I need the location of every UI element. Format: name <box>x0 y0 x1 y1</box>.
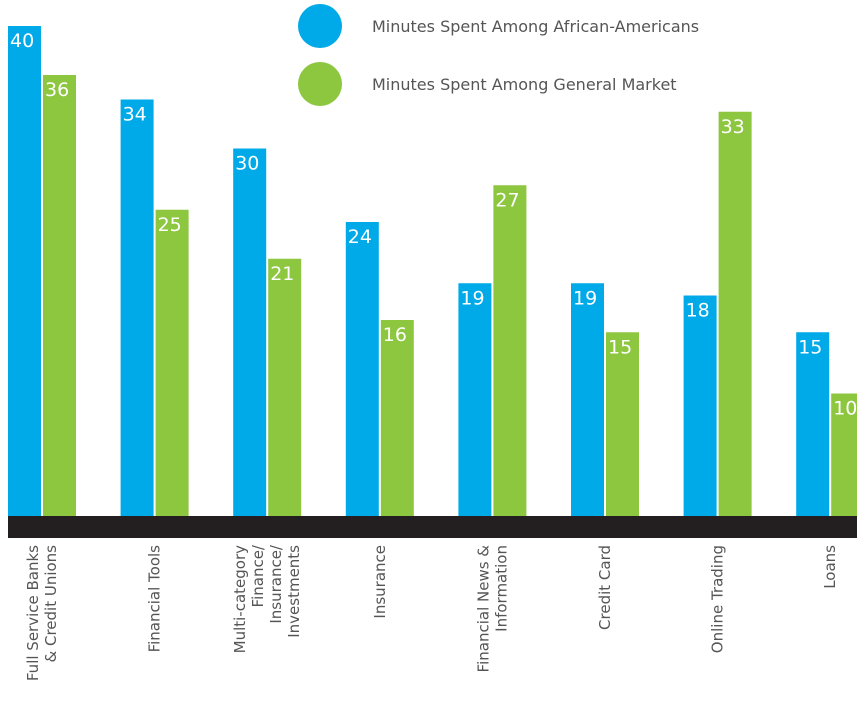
category-label-3: Multi-categoryFinance/Insurance/Investme… <box>231 544 303 653</box>
category-label-line: & Credit Unions <box>42 545 60 663</box>
baseline-band <box>8 516 857 538</box>
category-label-line: Credit Card <box>596 545 614 630</box>
category-labels: Full Service Banks& Credit Unions Financi… <box>24 544 839 681</box>
category-label-line: Insurance/ <box>267 544 285 624</box>
bar-general-market-1 <box>43 75 76 516</box>
data-label-2-4: 16 <box>383 324 407 346</box>
bar-african-americans-4 <box>345 222 379 516</box>
category-label-line: Online Trading <box>709 545 727 653</box>
category-label-7: Online Trading <box>709 545 727 653</box>
category-label-line: Financial Tools <box>146 545 164 653</box>
category-label-8: Loans <box>821 545 839 589</box>
data-label-1-7: 18 <box>686 300 710 322</box>
x-axis-baseline <box>8 516 857 538</box>
data-label-1-1: 40 <box>10 30 34 52</box>
category-label-line: Multi-category <box>231 545 249 653</box>
data-label-2-1: 36 <box>45 79 69 101</box>
category-label-line: Loans <box>821 545 839 589</box>
bar-general-market-5 <box>493 185 527 516</box>
data-label-1-4: 24 <box>348 226 372 248</box>
bar-african-americans-2 <box>120 99 154 516</box>
legend-swatch-1 <box>298 4 342 48</box>
category-label-line: Information <box>492 545 510 632</box>
bar-general-market-2 <box>155 209 189 516</box>
bar-african-americans-7 <box>683 295 717 516</box>
bar-african-americans-1 <box>8 26 41 516</box>
data-label-1-8: 15 <box>798 336 822 358</box>
category-label-line: Full Service Banks <box>24 545 42 681</box>
data-label-2-8: 10 <box>833 398 857 420</box>
data-label-1-2: 34 <box>123 104 147 126</box>
category-label-6: Credit Card <box>596 545 614 630</box>
category-label-line: Insurance <box>371 545 389 619</box>
category-label-2: Financial Tools <box>146 545 164 653</box>
bar-general-market-4 <box>380 320 414 516</box>
data-label-1-6: 19 <box>573 287 597 309</box>
legend-swatch-2 <box>298 62 342 106</box>
bar-african-americans-3 <box>233 148 267 516</box>
bars-group: 40 36 34 25 30 21 24 16 19 27 19 15 18 33 15 10 <box>8 26 857 516</box>
data-label-1-3: 30 <box>235 153 259 175</box>
bar-general-market-7 <box>718 111 752 516</box>
category-label-1: Full Service Banks& Credit Unions <box>24 545 60 681</box>
data-label-1-5: 19 <box>460 287 484 309</box>
category-label-line: Finance/ <box>249 544 267 607</box>
data-label-2-2: 25 <box>158 214 182 236</box>
bar-african-americans-6 <box>571 283 604 516</box>
data-label-2-3: 21 <box>270 263 294 285</box>
legend: Minutes Spent Among African-Americans Min… <box>298 4 699 106</box>
category-label-line: Financial News & <box>474 545 492 673</box>
category-label-line: Investments <box>285 545 303 638</box>
bar-general-market-8 <box>831 393 857 516</box>
bar-general-market-3 <box>268 258 302 516</box>
data-label-2-7: 33 <box>721 116 745 138</box>
data-label-2-5: 27 <box>495 189 519 211</box>
category-label-5: Financial News &Information <box>474 545 510 673</box>
legend-label-2: Minutes Spent Among General Market <box>372 75 677 94</box>
data-label-2-6: 15 <box>608 336 632 358</box>
category-label-4: Insurance <box>371 545 389 619</box>
bar-general-market-6 <box>606 332 639 516</box>
bar-african-americans-8 <box>796 332 830 516</box>
legend-label-1: Minutes Spent Among African-Americans <box>372 17 699 36</box>
bar-african-americans-5 <box>458 283 492 516</box>
